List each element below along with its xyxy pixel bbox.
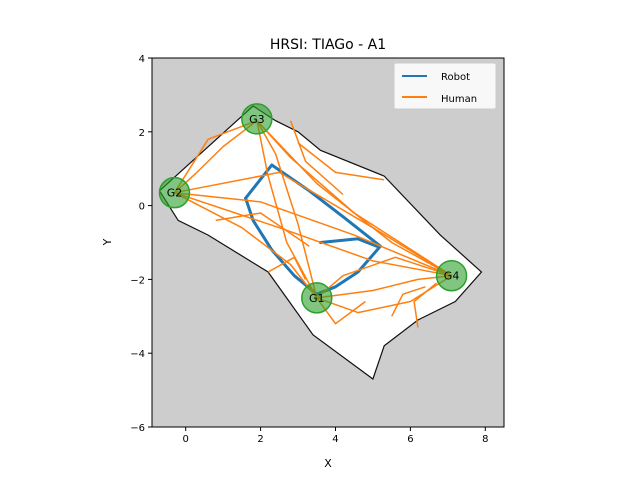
goal-marker-g4 xyxy=(435,259,468,292)
y-tick-label: 0 xyxy=(139,202,145,213)
human-path-9 xyxy=(256,120,318,299)
plot-frame xyxy=(151,57,505,428)
human-path-2 xyxy=(174,191,452,277)
human-path-15 xyxy=(267,256,307,280)
human-path-12 xyxy=(316,256,452,299)
x-axis-label: X xyxy=(324,457,332,470)
goal-label-g1: G1 xyxy=(309,292,325,305)
goal-marker-g3 xyxy=(241,103,273,135)
human-path-3 xyxy=(174,192,318,299)
goal-marker-g1 xyxy=(301,282,333,314)
human-path-5 xyxy=(256,120,453,277)
robot-path-2 xyxy=(319,237,379,248)
axes: 0 2 4 6 8 −6 −4 −2 0 2 4 xyxy=(130,54,505,445)
legend: Robot Human xyxy=(393,62,497,110)
x-tick-label: 4 xyxy=(332,434,338,445)
goal-label-g2: G2 xyxy=(167,187,183,200)
human-path-10 xyxy=(173,119,258,194)
human-path-4 xyxy=(316,274,452,299)
human-path-16 xyxy=(297,142,385,181)
human-path-11 xyxy=(174,171,452,277)
human-path-17 xyxy=(413,282,438,328)
y-tick-label: −4 xyxy=(130,349,145,360)
goal-marker-g2 xyxy=(158,176,191,209)
y-tick-label: −2 xyxy=(130,275,145,286)
x-tick-label: 0 xyxy=(183,434,189,445)
goal-markers: G1 G2 G3 G4 xyxy=(158,103,468,314)
goal-label-g4: G4 xyxy=(444,270,460,283)
human-path-0 xyxy=(256,120,318,299)
human-series xyxy=(173,119,453,328)
chart-title: HRSI: TIAGo - A1 xyxy=(270,37,386,53)
y-tick-label: 4 xyxy=(139,54,145,65)
human-path-18 xyxy=(215,212,310,247)
x-tick-label: 8 xyxy=(482,434,488,445)
legend-human-label: Human xyxy=(441,94,477,105)
y-tick-label: −6 xyxy=(130,423,145,434)
human-path-7 xyxy=(174,191,452,277)
robot-path-0 xyxy=(244,163,382,296)
goal-label-g3: G3 xyxy=(249,113,265,126)
legend-robot-label: Robot xyxy=(441,72,470,83)
y-tick-label: 2 xyxy=(139,128,145,139)
x-tick-label: 6 xyxy=(407,434,413,445)
human-path-19 xyxy=(289,120,344,196)
human-path-14 xyxy=(391,286,426,317)
x-tick-label: 2 xyxy=(257,434,263,445)
y-axis-label: Y xyxy=(101,238,114,246)
